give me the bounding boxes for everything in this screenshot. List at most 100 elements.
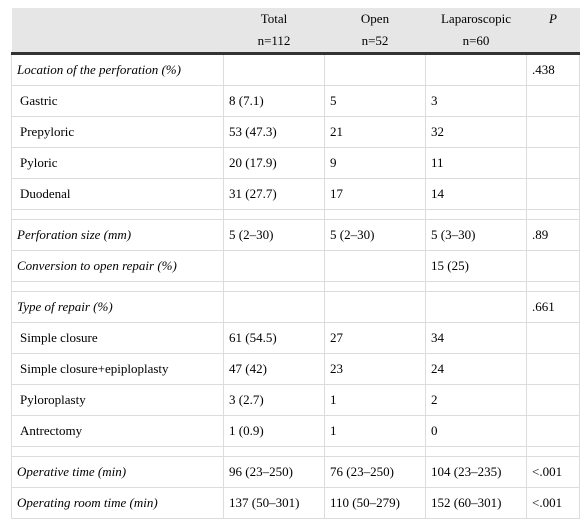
cell-open: 21 xyxy=(324,116,426,148)
header-open-title: Open xyxy=(360,11,390,26)
spacer-row xyxy=(11,446,580,457)
table-row: Pyloric 20 (17.9) 9 11 xyxy=(11,147,580,179)
table-header: Total n=112 Open n=52 Laparoscopic n=60 … xyxy=(11,8,580,54)
cell-total: 1 (0.9) xyxy=(223,415,325,447)
spacer-cell xyxy=(526,281,580,292)
spacer-cell xyxy=(324,209,426,220)
cell-p-value xyxy=(526,147,580,179)
cell-total: 61 (54.5) xyxy=(223,322,325,354)
cell-laparoscopic: 24 xyxy=(425,353,527,385)
spacer-cell xyxy=(425,446,527,457)
cell-open: 9 xyxy=(324,147,426,179)
cell-laparoscopic: 0 xyxy=(425,415,527,447)
section-row: Operative time (min) 96 (23–250) 76 (23–25… xyxy=(11,456,580,488)
header-laparoscopic-n: n=60 xyxy=(462,33,490,48)
cell-laparoscopic: 34 xyxy=(425,322,527,354)
table-row: Simple closure 61 (54.5) 27 34 xyxy=(11,322,580,354)
cell-open: 27 xyxy=(324,322,426,354)
header-laparoscopic: Laparoscopic n=60 xyxy=(425,8,527,54)
spacer-row xyxy=(11,209,580,220)
header-p-value: P xyxy=(526,8,580,54)
table-row: Gastric 8 (7.1) 5 3 xyxy=(11,85,580,117)
cell-open: 23 xyxy=(324,353,426,385)
cell-open: 5 xyxy=(324,85,426,117)
header-total-n: n=112 xyxy=(257,33,291,48)
header-row: Total n=112 Open n=52 Laparoscopic n=60 … xyxy=(11,8,580,54)
cell-laparoscopic: 32 xyxy=(425,116,527,148)
cell-p-value xyxy=(526,178,580,210)
cell-open: 110 (50–279) xyxy=(324,487,426,519)
cell-total: 8 (7.1) xyxy=(223,85,325,117)
row-label: Simple closure xyxy=(11,322,224,354)
cell-p-value: .89 xyxy=(526,219,580,251)
cell-laparoscopic: 11 xyxy=(425,147,527,179)
section-row: Perforation size (mm) 5 (2–30) 5 (2–30) 5 (… xyxy=(11,219,580,251)
cell-total: 3 (2.7) xyxy=(223,384,325,416)
spacer-cell xyxy=(11,209,224,220)
cell-p-value: <.001 xyxy=(526,487,580,519)
row-label: Antrectomy xyxy=(11,415,224,447)
cell-laparoscopic: 2 xyxy=(425,384,527,416)
header-total: Total n=112 xyxy=(223,8,325,54)
spacer-cell xyxy=(223,209,325,220)
table-row: Antrectomy 1 (0.9) 1 0 xyxy=(11,415,580,447)
spacer-cell xyxy=(223,281,325,292)
spacer-cell xyxy=(425,281,527,292)
cell-open xyxy=(324,52,426,86)
cell-p-value xyxy=(526,384,580,416)
cell-total: 137 (50–301) xyxy=(223,487,325,519)
table-row: Prepyloric 53 (47.3) 21 32 xyxy=(11,116,580,148)
row-label: Operative time (min) xyxy=(11,456,224,488)
table-row: Duodenal 31 (27.7) 17 14 xyxy=(11,178,580,210)
section-row: Type of repair (%) .661 xyxy=(11,291,580,323)
cell-open: 76 (23–250) xyxy=(324,456,426,488)
spacer-cell xyxy=(425,209,527,220)
cell-laparoscopic: 15 (25) xyxy=(425,250,527,282)
cell-p-value xyxy=(526,415,580,447)
spacer-cell xyxy=(223,446,325,457)
row-label: Pyloric xyxy=(11,147,224,179)
cell-total: 5 (2–30) xyxy=(223,219,325,251)
spacer-cell xyxy=(526,209,580,220)
cell-laparoscopic: 104 (23–235) xyxy=(425,456,527,488)
cell-total xyxy=(223,291,325,323)
cell-p-value: .661 xyxy=(526,291,580,323)
spacer-cell xyxy=(324,446,426,457)
cell-open: 1 xyxy=(324,384,426,416)
cell-total: 96 (23–250) xyxy=(223,456,325,488)
cell-total xyxy=(223,250,325,282)
cell-p-value xyxy=(526,353,580,385)
row-label: Pyloroplasty xyxy=(11,384,224,416)
header-open-n: n=52 xyxy=(361,33,389,48)
row-label: Conversion to open repair (%) xyxy=(11,250,224,282)
cell-open xyxy=(324,291,426,323)
cell-p-value xyxy=(526,250,580,282)
row-label: Type of repair (%) xyxy=(11,291,224,323)
row-label: Perforation size (mm) xyxy=(11,219,224,251)
cell-open: 17 xyxy=(324,178,426,210)
cell-total: 47 (42) xyxy=(223,353,325,385)
cell-open xyxy=(324,250,426,282)
cell-p-value xyxy=(526,85,580,117)
header-total-title: Total xyxy=(260,11,288,26)
cell-laparoscopic: 14 xyxy=(425,178,527,210)
section-row: Conversion to open repair (%) 15 (25) xyxy=(11,250,580,282)
spacer-cell xyxy=(11,446,224,457)
cell-laparoscopic: 152 (60–301) xyxy=(425,487,527,519)
section-row: Location of the perforation (%) .438 xyxy=(11,52,580,86)
row-label: Prepyloric xyxy=(11,116,224,148)
row-label: Location of the perforation (%) xyxy=(11,52,224,86)
cell-laparoscopic: 3 xyxy=(425,85,527,117)
cell-p-value xyxy=(526,116,580,148)
cell-open: 1 xyxy=(324,415,426,447)
header-laparoscopic-title: Laparoscopic xyxy=(440,11,512,26)
table-row: Simple closure+epiploplasty 47 (42) 23 24 xyxy=(11,353,580,385)
spacer-cell xyxy=(11,281,224,292)
cell-total: 53 (47.3) xyxy=(223,116,325,148)
cell-open: 5 (2–30) xyxy=(324,219,426,251)
table-body: Location of the perforation (%) .438 Gastr… xyxy=(11,52,580,519)
cell-laparoscopic: 5 (3–30) xyxy=(425,219,527,251)
cell-laparoscopic xyxy=(425,52,527,86)
header-label-cell xyxy=(11,8,224,54)
row-label: Simple closure+epiploplasty xyxy=(11,353,224,385)
